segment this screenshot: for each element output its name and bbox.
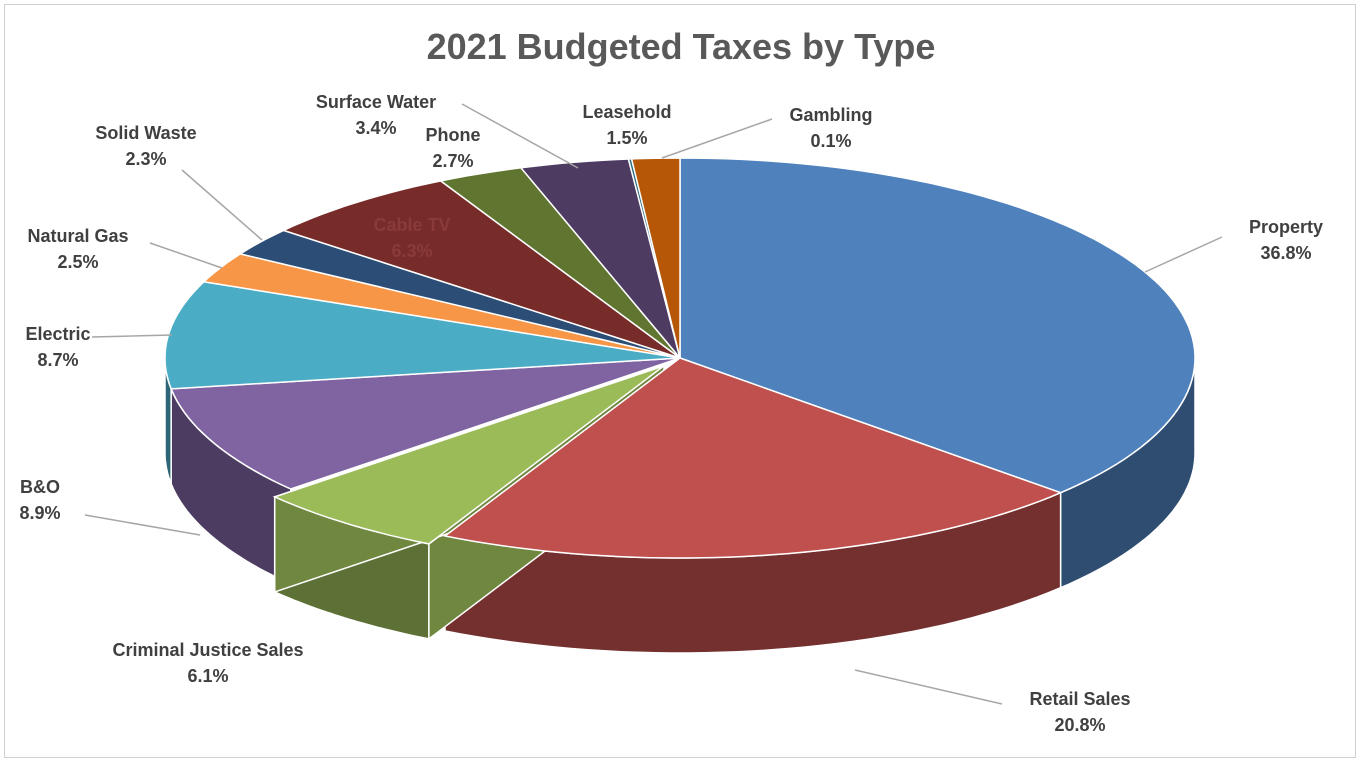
- pie-slice-criminal-justice-sales: [272, 365, 665, 545]
- chart-title: 2021 Budgeted Taxes by Type: [426, 26, 936, 67]
- pie-slice-b-o: [170, 357, 681, 490]
- slice-value-gambling: 0.1%: [810, 131, 851, 151]
- pie-slice-surface-water: [519, 158, 681, 359]
- slice-label-phone: Phone: [425, 125, 480, 145]
- slice-value-surface-water: 3.4%: [355, 118, 396, 138]
- slice-label-natural-gas: Natural Gas: [27, 226, 128, 246]
- slice-label-b-o: B&O: [20, 477, 60, 497]
- slice-value-criminal-justice-sales: 6.1%: [187, 666, 228, 686]
- slice-value-retail-sales: 20.8%: [1054, 715, 1105, 735]
- leader-line-b-o: [84, 514, 201, 536]
- pie-slice-phone: [438, 167, 681, 359]
- slice-label-gambling: Gambling: [789, 105, 872, 125]
- slice-label-property: Property: [1249, 217, 1323, 237]
- slice-value-property: 36.8%: [1260, 243, 1311, 263]
- slice-value-natural-gas: 2.5%: [57, 252, 98, 272]
- pie-slice-leasehold: [630, 157, 681, 359]
- pie-slice-retail-sales: [443, 357, 1063, 559]
- leader-line-electric: [91, 334, 173, 338]
- leader-line-gambling: [661, 118, 773, 159]
- slice-label-surface-water: Surface Water: [316, 92, 436, 112]
- leader-line-solid-waste: [181, 169, 263, 241]
- pie-slice-cable-tv: [281, 180, 681, 359]
- slice-value-solid-waste: 2.3%: [125, 149, 166, 169]
- slice-value-cable-tv: 6.3%: [391, 241, 432, 261]
- leader-line-retail-sales: [854, 669, 1003, 705]
- pie-slice-property: [679, 157, 1196, 494]
- slice-value-leasehold: 1.5%: [606, 128, 647, 148]
- pie-tops: [164, 157, 1196, 559]
- slice-label-electric: Electric: [25, 324, 90, 344]
- slice-label-criminal-justice-sales: Criminal Justice Sales: [112, 640, 303, 660]
- slice-value-b-o: 8.9%: [19, 503, 60, 523]
- slice-label-cable-tv: Cable TV: [373, 215, 450, 235]
- pie-labels: Property 36.8% Retail Sales 20.8% Criminal J…: [19, 92, 1323, 735]
- slice-label-solid-waste: Solid Waste: [95, 123, 196, 143]
- slice-value-electric: 8.7%: [37, 350, 78, 370]
- slice-value-phone: 2.7%: [432, 151, 473, 171]
- leader-line-natural-gas: [149, 242, 223, 269]
- leader-line-surface-water: [461, 103, 579, 169]
- pie-slice-solid-waste: [238, 229, 681, 359]
- leader-line-property: [1144, 236, 1223, 273]
- slice-label-leasehold: Leasehold: [582, 102, 671, 122]
- slice-label-retail-sales: Retail Sales: [1029, 689, 1130, 709]
